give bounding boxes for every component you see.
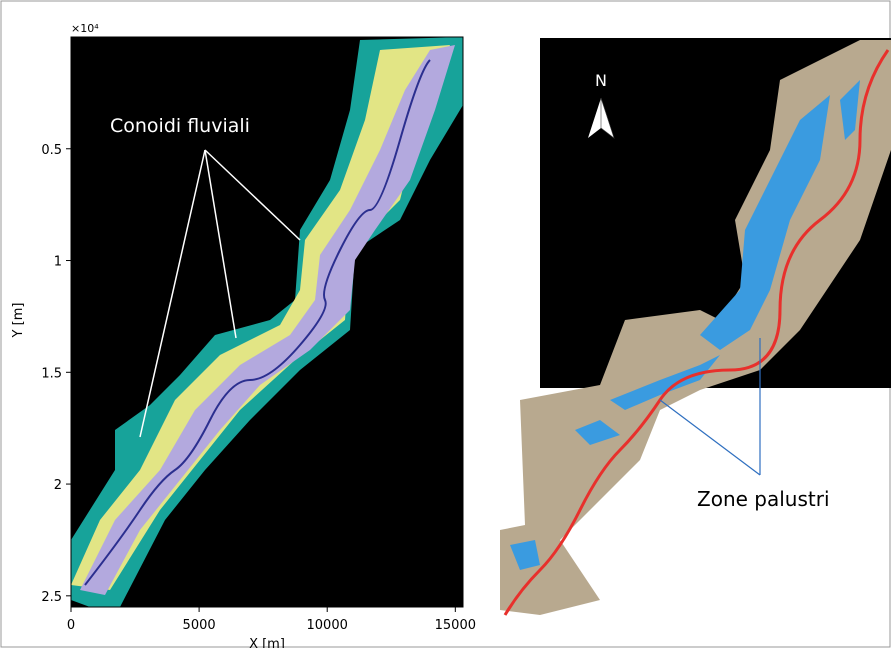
north-label: N — [595, 71, 607, 90]
x-tick-label: 0 — [67, 618, 75, 633]
y-tick-label: 1 — [54, 255, 62, 270]
annotation-text: Zone palustri — [697, 487, 830, 511]
y-tick-label: 2 — [54, 478, 62, 493]
figure: Conoidi fluviali ×10⁴ X [m] Y [m] 0 5000 1… — [0, 0, 891, 648]
x-tick-label: 15000 — [435, 618, 476, 633]
y-tick-label: 1.5 — [41, 366, 62, 381]
x-axis-label: X [m] — [249, 637, 285, 648]
annotation-text: Conoidi fluviali — [110, 115, 250, 137]
y-tick-label: 2.5 — [41, 590, 62, 605]
x-tick-label: 10000 — [307, 618, 348, 633]
y-multiplier: ×10⁴ — [71, 22, 99, 35]
y-axis-label: Y [m] — [11, 303, 26, 339]
y-tick-label: 0.5 — [41, 143, 62, 158]
x-tick-label: 5000 — [183, 618, 216, 633]
